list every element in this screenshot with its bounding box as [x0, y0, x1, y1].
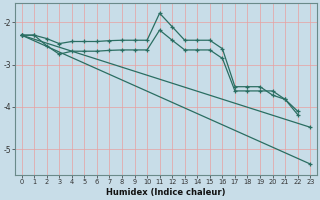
X-axis label: Humidex (Indice chaleur): Humidex (Indice chaleur)	[106, 188, 226, 197]
